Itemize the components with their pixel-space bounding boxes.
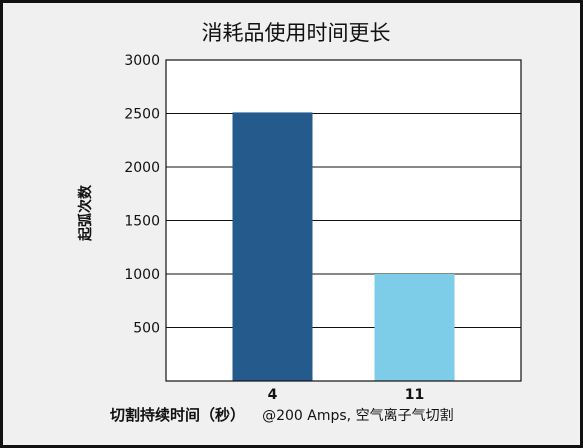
plot-border: [165, 59, 522, 382]
x-axis-label: 切割持续时间（秒） @200 Amps, 空气离子气切割: [110, 405, 454, 424]
chart-title: 消耗品使用时间更长: [202, 21, 391, 45]
bars: [232, 112, 455, 382]
x-tick-label: 11: [405, 387, 424, 403]
y-tick-label: 500: [133, 321, 160, 337]
y-tick-label: 2000: [124, 160, 160, 176]
bar-11: [374, 274, 455, 381]
y-tick-label: 1000: [124, 267, 160, 283]
y-axis-label: 起弧次数: [77, 184, 94, 242]
x-tick-label: 4: [268, 387, 278, 403]
y-tick-label: 3000: [124, 53, 160, 69]
y-tick-labels: 500 1000 1500 2000 2500 3000: [124, 53, 160, 337]
x-tick-labels: 4 11: [268, 387, 425, 403]
y-tick-label: 2500: [124, 107, 160, 123]
x-axis-note: @200 Amps, 空气离子气切割: [262, 407, 453, 424]
bar-4: [232, 112, 313, 382]
x-axis-title: 切割持续时间（秒）: [110, 406, 245, 424]
y-tick-label: 1500: [124, 214, 160, 230]
